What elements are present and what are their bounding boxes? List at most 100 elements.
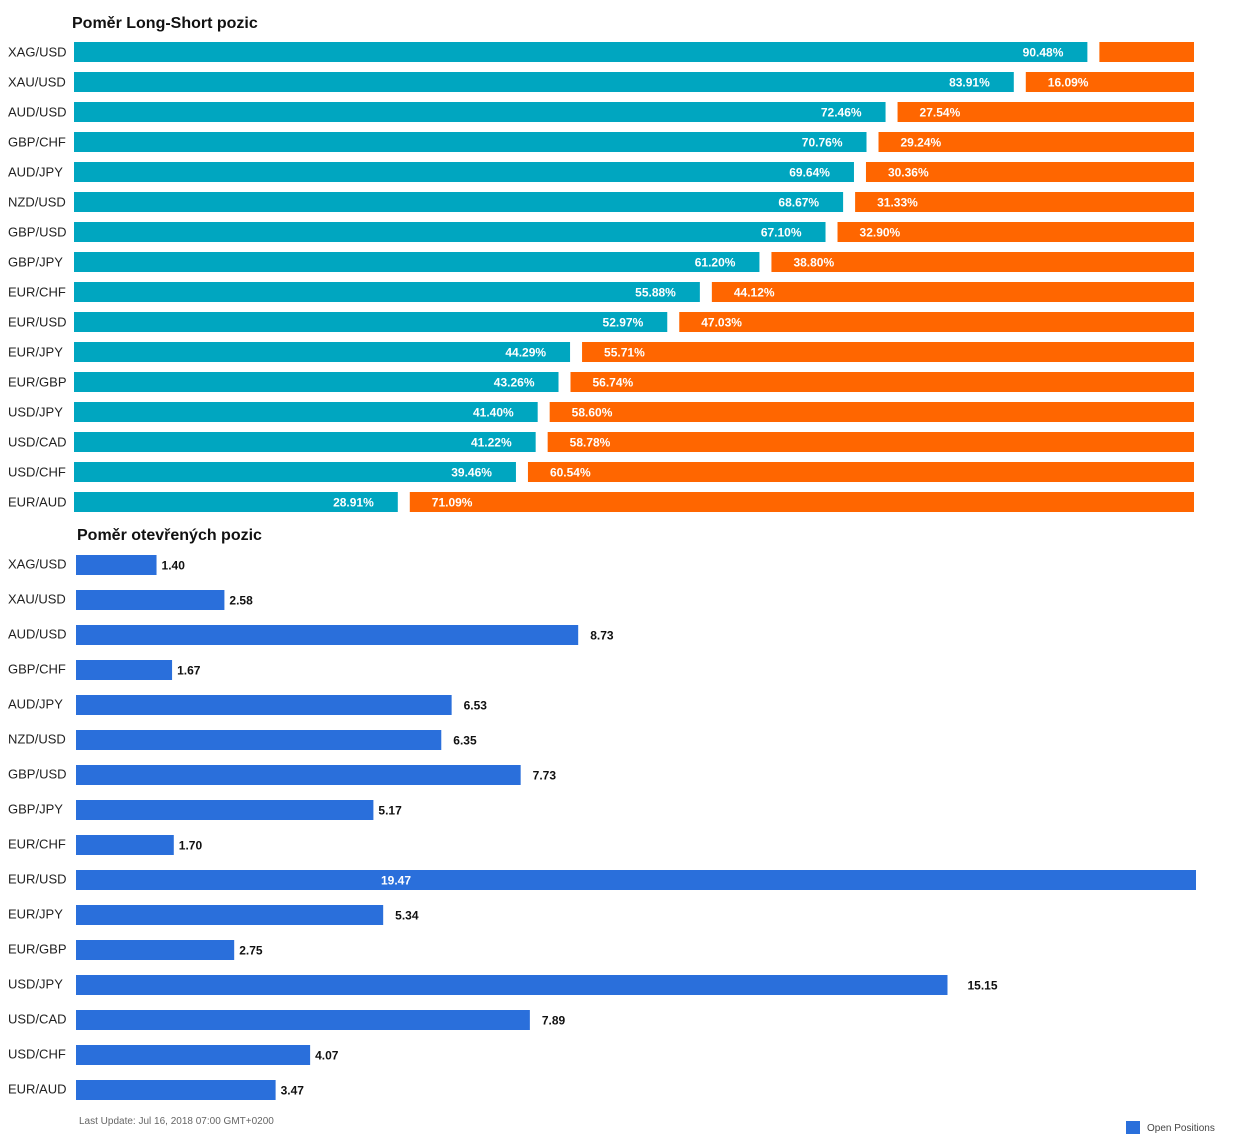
bar-short-eur-usd <box>679 312 1194 332</box>
data-label-open-aud-jpy: 6.53 <box>464 699 488 713</box>
category-label-gbp-jpy: GBP/JPY <box>8 255 63 270</box>
bar-open-xag-usd <box>76 555 157 575</box>
category-label-eur-gbp: EUR/GBP <box>8 942 67 957</box>
category-label-eur-jpy: EUR/JPY <box>8 907 63 922</box>
category-label-gbp-jpy: GBP/JPY <box>8 802 63 817</box>
bar-open-eur-aud <box>76 1080 276 1100</box>
bar-long-gbp-usd <box>74 222 826 242</box>
category-label-usd-cad: USD/CAD <box>8 1012 67 1027</box>
bar-short-eur-chf <box>711 282 1194 302</box>
category-label-nzd-usd: NZD/USD <box>8 195 66 210</box>
data-label-long-usd-chf: 39.46% <box>451 466 492 480</box>
bar-long-aud-usd <box>74 102 886 122</box>
bar-short-usd-cad <box>547 432 1194 452</box>
bar-short-xag-usd <box>1099 42 1194 62</box>
category-label-aud-jpy: AUD/JPY <box>8 697 63 712</box>
category-label-eur-chf: EUR/CHF <box>8 837 66 852</box>
data-label-long-eur-gbp: 43.26% <box>494 376 535 390</box>
category-label-nzd-usd: NZD/USD <box>8 732 66 747</box>
category-label-xag-usd: XAG/USD <box>8 557 67 572</box>
category-label-aud-usd: AUD/USD <box>8 105 67 120</box>
category-label-gbp-usd: GBP/USD <box>8 225 67 240</box>
bar-open-gbp-chf <box>76 660 173 680</box>
bar-long-usd-jpy <box>74 402 538 422</box>
bar-long-xau-usd <box>74 72 1014 92</box>
category-label-eur-usd: EUR/USD <box>8 315 67 330</box>
bar-short-gbp-usd <box>837 222 1194 242</box>
chart-title: Poměr otevřených pozic <box>77 527 262 544</box>
bar-long-nzd-usd <box>74 192 844 212</box>
data-label-open-eur-jpy: 5.34 <box>395 909 419 923</box>
data-label-long-aud-jpy: 69.64% <box>789 166 830 180</box>
category-label-xag-usd: XAG/USD <box>8 45 67 60</box>
category-label-eur-aud: EUR/AUD <box>8 495 67 510</box>
bar-long-eur-chf <box>74 282 700 302</box>
bar-short-gbp-jpy <box>771 252 1194 272</box>
category-label-xau-usd: XAU/USD <box>8 75 66 90</box>
data-label-open-gbp-usd: 7.73 <box>533 769 557 783</box>
category-label-eur-chf: EUR/CHF <box>8 285 66 300</box>
data-label-long-gbp-usd: 67.10% <box>761 226 802 240</box>
bar-long-usd-chf <box>74 462 516 482</box>
bar-open-eur-jpy <box>76 905 384 925</box>
bar-long-gbp-chf <box>74 132 867 152</box>
data-label-short-gbp-usd: 32.90% <box>860 226 901 240</box>
data-label-short-aud-usd: 27.54% <box>920 106 961 120</box>
bar-open-eur-chf <box>76 835 174 855</box>
bar-long-aud-jpy <box>74 162 854 182</box>
data-label-short-usd-cad: 58.78% <box>570 436 611 450</box>
data-label-long-usd-cad: 41.22% <box>471 436 512 450</box>
category-label-xau-usd: XAU/USD <box>8 592 66 607</box>
data-label-open-usd-cad: 7.89 <box>542 1014 566 1028</box>
data-label-long-nzd-usd: 68.67% <box>778 196 819 210</box>
data-label-open-eur-usd: 19.47 <box>381 874 411 888</box>
data-label-short-eur-usd: 47.03% <box>701 316 742 330</box>
data-label-open-xau-usd: 2.58 <box>229 594 253 608</box>
bar-open-nzd-usd <box>76 730 442 750</box>
category-label-eur-jpy: EUR/JPY <box>8 345 63 360</box>
data-label-long-xag-usd: 90.48% <box>1023 46 1064 60</box>
bar-short-eur-aud <box>409 492 1194 512</box>
category-label-usd-jpy: USD/JPY <box>8 405 63 420</box>
data-label-long-eur-chf: 55.88% <box>635 286 676 300</box>
bar-long-eur-aud <box>74 492 398 512</box>
bar-long-usd-cad <box>74 432 536 452</box>
category-label-usd-jpy: USD/JPY <box>8 977 63 992</box>
data-label-open-usd-jpy: 15.15 <box>967 979 997 993</box>
bar-long-eur-jpy <box>74 342 571 362</box>
data-label-long-aud-usd: 72.46% <box>821 106 862 120</box>
category-label-usd-chf: USD/CHF <box>8 465 66 480</box>
bar-open-gbp-usd <box>76 765 521 785</box>
data-label-open-gbp-jpy: 5.17 <box>378 804 402 818</box>
bar-long-gbp-jpy <box>74 252 760 272</box>
data-label-short-nzd-usd: 31.33% <box>877 196 918 210</box>
data-label-short-gbp-chf: 29.24% <box>901 136 942 150</box>
bar-open-eur-usd <box>76 870 1196 890</box>
category-label-usd-chf: USD/CHF <box>8 1047 66 1062</box>
category-label-eur-aud: EUR/AUD <box>8 1082 67 1097</box>
bar-open-aud-usd <box>76 625 579 645</box>
long-short-chart: Poměr Long-Short pozic XAG/USD 90.48% XAU/U… <box>8 15 1194 512</box>
category-label-eur-gbp: EUR/GBP <box>8 375 67 390</box>
category-label-gbp-chf: GBP/CHF <box>8 135 66 150</box>
last-update-text: Last Update: Jul 16, 2018 07:00 GMT+0200 <box>79 1116 274 1127</box>
data-label-open-eur-chf: 1.70 <box>179 839 203 853</box>
data-label-short-usd-jpy: 58.60% <box>572 406 613 420</box>
data-label-long-gbp-jpy: 61.20% <box>695 256 736 270</box>
data-label-long-usd-jpy: 41.40% <box>473 406 514 420</box>
legend-label-open-positions: Open Positions <box>1147 1123 1215 1134</box>
bar-open-aud-jpy <box>76 695 452 715</box>
data-label-short-eur-aud: 71.09% <box>432 496 473 510</box>
bar-open-xau-usd <box>76 590 225 610</box>
bar-short-usd-chf <box>527 462 1194 482</box>
legend-swatch-open-positions <box>1126 1121 1140 1134</box>
data-label-long-eur-usd: 52.97% <box>603 316 644 330</box>
data-label-open-usd-chf: 4.07 <box>315 1049 339 1063</box>
bar-short-aud-jpy <box>865 162 1194 182</box>
bar-open-usd-chf <box>76 1045 311 1065</box>
category-label-aud-jpy: AUD/JPY <box>8 165 63 180</box>
data-label-short-usd-chf: 60.54% <box>550 466 591 480</box>
data-label-open-eur-gbp: 2.75 <box>239 944 263 958</box>
data-label-open-xag-usd: 1.40 <box>162 559 186 573</box>
